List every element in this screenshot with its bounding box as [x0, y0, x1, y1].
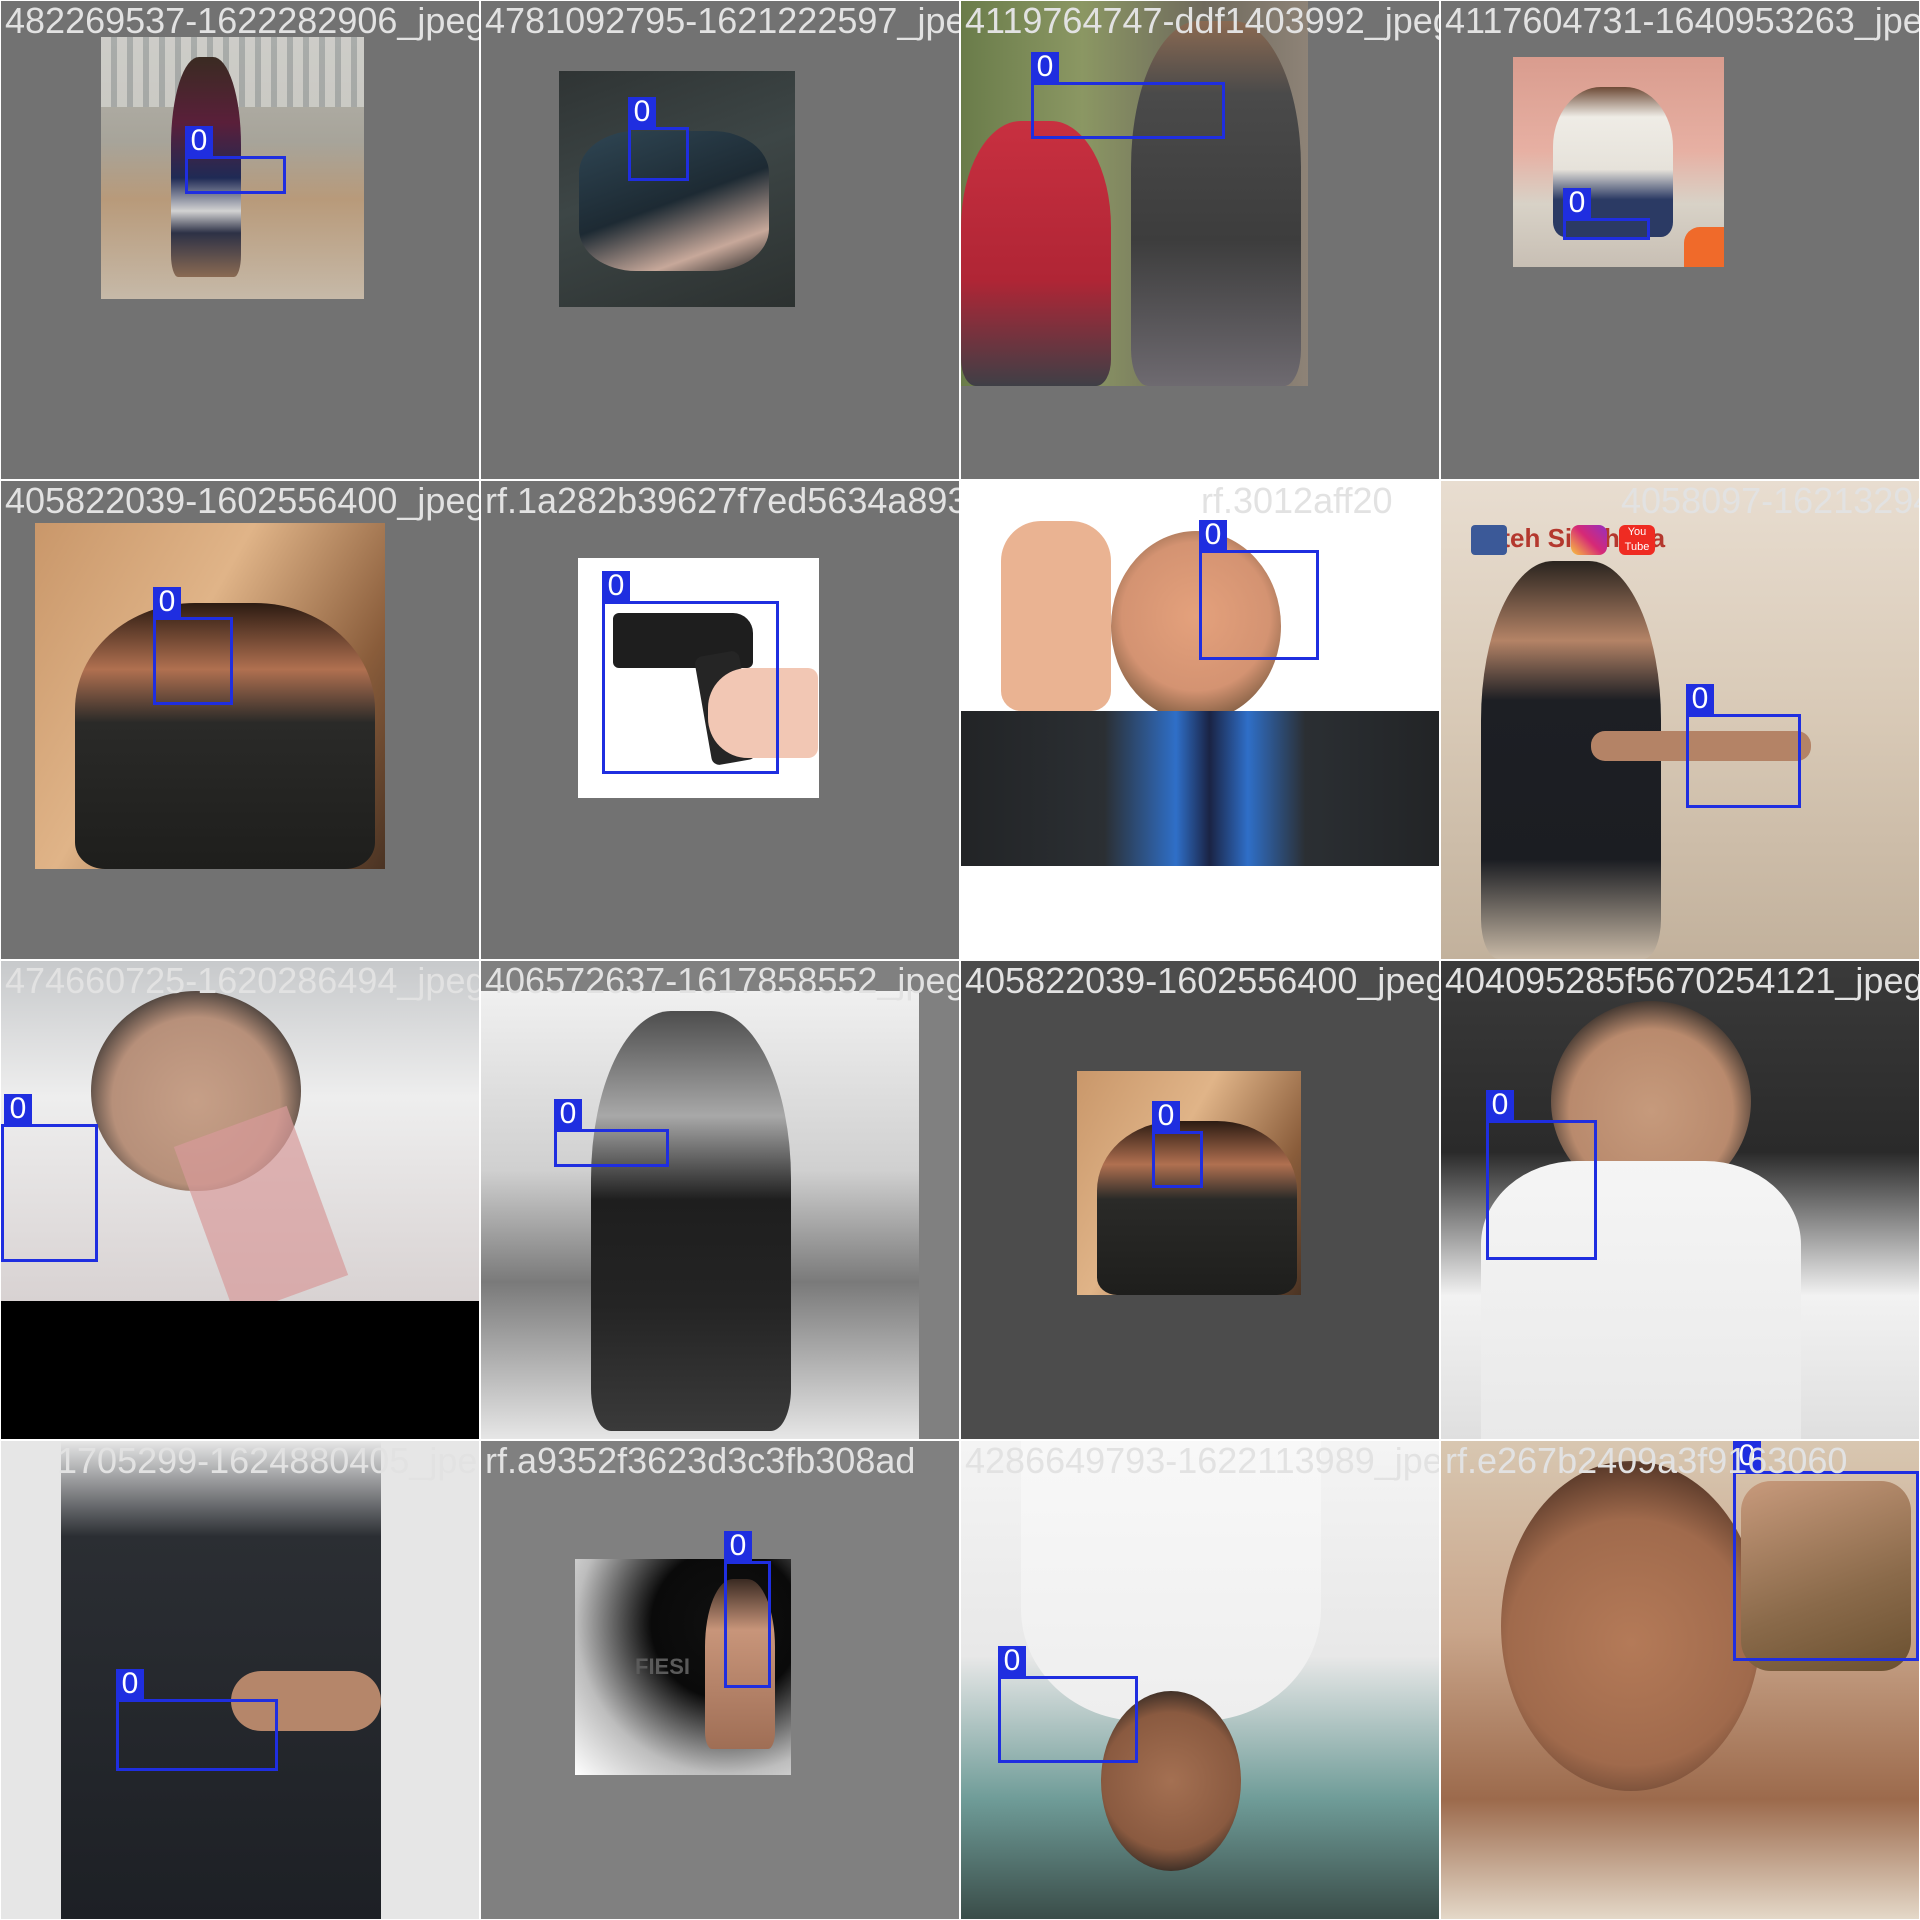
tile-2: 4781092795-1621222597_jpeg 0 — [481, 1, 959, 479]
class-label: 0 — [4, 1094, 32, 1124]
photo-upside-down-face — [1441, 1441, 1919, 1919]
photo-two-men — [961, 1, 1308, 386]
class-label: 0 — [1152, 1101, 1180, 1131]
detection-box[interactable]: 0 — [1486, 1090, 1597, 1260]
tile-1: 482269537-1622282906_jpeg 0 — [1, 1, 479, 479]
photo-woman-smoke: FIESI — [575, 1559, 791, 1775]
class-label: 0 — [153, 587, 181, 617]
photo-man-sitting — [1513, 57, 1724, 267]
tile-5: 405822039-1602556400_jpeg 0 — [1, 481, 479, 959]
photo-holstered-gun — [1, 1441, 479, 1919]
class-label: 0 — [724, 1531, 752, 1561]
tile-filename: rf.1a282b39627f7ed5634a89364ee4f1jpg — [485, 481, 959, 521]
watermark-text: FIESI — [635, 1654, 691, 1679]
detection-box[interactable]: 0 — [602, 571, 779, 774]
detection-box[interactable]: 0 — [1199, 520, 1319, 660]
photo-upside-down-white-shirt — [961, 1441, 1439, 1919]
tile-6: rf.1a282b39627f7ed5634a89364ee4f1jpg 0 — [481, 481, 959, 959]
class-label: 0 — [998, 1646, 1026, 1676]
class-label: 0 — [628, 97, 656, 127]
detection-box[interactable]: 0 — [1563, 188, 1650, 240]
tile-8: Fateh Singh Wa You Tube 4058097-16213294… — [1441, 481, 1919, 959]
tile-3: 4119764747-ddf1403992_jpeg 0 — [961, 1, 1439, 479]
tile-7: rf.3012aff20 0 — [961, 481, 1439, 959]
instagram-logo-icon — [1571, 525, 1607, 555]
tile-16: rf.e267b2409a3f9163060 0 — [1441, 1441, 1919, 1919]
detection-box[interactable]: 0 — [1152, 1101, 1203, 1188]
detection-box[interactable]: 0 — [554, 1099, 669, 1167]
detection-box[interactable]: 0 — [116, 1669, 278, 1771]
photo-man-lying — [559, 71, 795, 307]
detection-box[interactable]: 0 — [1031, 52, 1225, 139]
photo-upside-down-bw — [481, 991, 919, 1439]
detection-box[interactable]: 0 — [153, 587, 233, 705]
class-label: 0 — [602, 571, 630, 601]
detection-box[interactable]: 0 — [185, 126, 286, 194]
detection-box[interactable]: 0 — [1, 1094, 98, 1262]
youtube-logo-icon: You Tube — [1619, 525, 1655, 555]
class-label: 0 — [1686, 684, 1714, 714]
photo-man-portrait — [35, 523, 385, 869]
detection-box[interactable]: 0 — [1733, 1441, 1919, 1661]
detection-box[interactable]: 0 — [724, 1531, 771, 1688]
class-label: 0 — [1563, 188, 1591, 218]
tile-14: FIESI rf.a9352f3623d3c3fb308ad 0 — [481, 1441, 959, 1919]
tile-11: 405822039-1602556400_jpeg 0 — [961, 961, 1439, 1439]
tile-filename: rf.a9352f3623d3c3fb308ad — [485, 1441, 916, 1481]
class-label: 0 — [1486, 1090, 1514, 1120]
class-label: 0 — [1733, 1441, 1761, 1471]
tile-filename: 405822039-1602556400_jpeg — [5, 481, 479, 521]
class-label: 0 — [1031, 52, 1059, 82]
facebook-logo-icon — [1471, 525, 1507, 555]
tile-filename: 4781092795-1621222597_jpeg — [485, 1, 959, 41]
photo-man-glasses — [1, 961, 479, 1301]
class-label: 0 — [554, 1099, 582, 1129]
photo-man-balcony — [101, 37, 364, 299]
tile-12: 404095285f5670254121_jpeg 0 — [1441, 961, 1919, 1439]
class-label: 0 — [1199, 520, 1227, 550]
tile-9: 474660725-1620286494_jpeg 0 — [1, 961, 479, 1439]
tile-filename: 405822039-1602556400_jpeg — [965, 961, 1439, 1001]
detection-box[interactable]: 0 — [998, 1646, 1138, 1763]
photo-man-portrait-small — [1077, 1071, 1301, 1295]
tile-15: 4286649793-1622113989_jpeg 0 — [961, 1441, 1439, 1919]
class-label: 0 — [116, 1669, 144, 1699]
photo-man-sunglasses — [1441, 961, 1919, 1439]
detection-box[interactable]: 0 — [628, 97, 689, 181]
photo-man-aiming: Fateh Singh Wa You Tube — [1441, 481, 1919, 959]
class-label: 0 — [185, 126, 213, 156]
tile-4: 4117604731-1640953263_jpeg 0 — [1441, 1, 1919, 479]
detection-box[interactable]: 0 — [1686, 684, 1801, 808]
tile-13: 1705299-1624880405_jpeg 0 — [1, 1441, 479, 1919]
tile-filename: 4117604731-1640953263_jpeg — [1445, 1, 1919, 41]
tile-10: 406572637-1617858552_jpeg 0 — [481, 961, 959, 1439]
